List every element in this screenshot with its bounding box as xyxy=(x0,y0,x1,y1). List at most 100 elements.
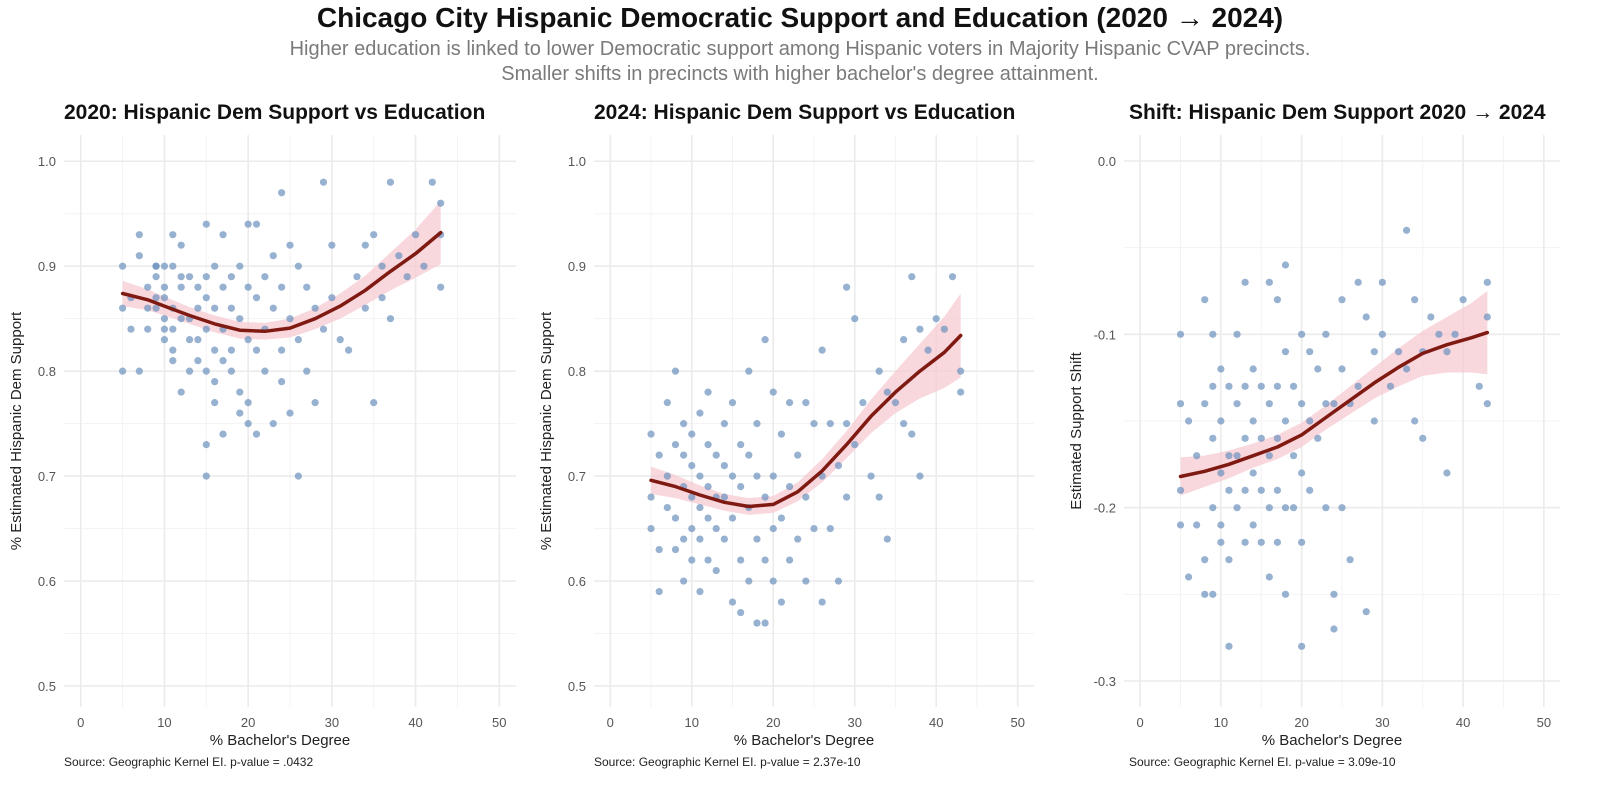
data-point xyxy=(152,273,160,281)
data-point xyxy=(1225,486,1233,494)
y-tick-label: 1.0 xyxy=(38,154,56,169)
data-point xyxy=(244,420,252,428)
data-point xyxy=(1217,365,1225,373)
data-point xyxy=(437,199,445,207)
x-tick-label: 20 xyxy=(241,715,255,730)
data-point xyxy=(720,462,728,470)
data-point xyxy=(1265,278,1273,286)
data-point xyxy=(252,346,261,354)
data-point xyxy=(319,325,328,333)
data-point xyxy=(696,503,704,512)
x-tick-label: 30 xyxy=(1375,715,1389,730)
data-point xyxy=(194,304,202,312)
data-point xyxy=(794,535,802,543)
data-point xyxy=(1394,348,1403,356)
data-point xyxy=(1249,417,1257,425)
data-point xyxy=(152,294,160,302)
confidence-band xyxy=(651,293,961,515)
x-tick-label: 40 xyxy=(1456,715,1470,730)
data-point xyxy=(1378,330,1386,338)
x-tick-label: 10 xyxy=(1214,715,1228,730)
data-point xyxy=(1209,590,1217,598)
data-point xyxy=(1483,313,1491,321)
y-axis-label: % Estimated Hispanic Dem Support xyxy=(538,311,555,550)
data-point xyxy=(152,262,160,270)
data-point xyxy=(1225,452,1233,460)
data-point xyxy=(1209,504,1217,512)
data-point xyxy=(1338,296,1346,304)
data-point xyxy=(1257,538,1265,546)
data-point xyxy=(777,598,786,606)
data-point xyxy=(737,608,745,617)
data-point xyxy=(680,420,688,428)
data-point xyxy=(1306,417,1314,425)
data-point xyxy=(647,493,655,501)
data-point xyxy=(227,304,236,312)
data-point xyxy=(908,273,916,281)
data-point xyxy=(769,577,777,585)
data-point xyxy=(834,462,843,470)
panel-title: Shift: Hispanic Dem Support 2020 → 2024 xyxy=(1129,101,1546,124)
data-point xyxy=(1298,538,1306,546)
data-point xyxy=(211,346,219,354)
data-point xyxy=(900,336,908,344)
data-point xyxy=(428,178,436,186)
data-point xyxy=(227,367,236,375)
data-point xyxy=(118,304,127,312)
data-point xyxy=(1443,469,1451,477)
panel-shift: Shift: Hispanic Dem Support 2020 → 2024 … xyxy=(1060,95,1600,790)
data-point xyxy=(1217,469,1225,477)
data-point xyxy=(647,524,655,533)
data-point xyxy=(671,514,680,522)
data-point xyxy=(1306,348,1314,356)
data-point xyxy=(1209,434,1217,442)
data-point xyxy=(932,315,940,323)
x-tick-label: 0 xyxy=(607,715,614,730)
data-point xyxy=(286,409,294,417)
data-point xyxy=(1249,469,1257,477)
data-point xyxy=(1249,365,1257,373)
data-point xyxy=(403,273,411,281)
data-point xyxy=(1314,434,1322,442)
data-point xyxy=(696,535,704,543)
data-point xyxy=(236,388,244,396)
data-point xyxy=(1362,313,1370,321)
data-point xyxy=(883,388,891,396)
data-point xyxy=(957,388,965,396)
data-point xyxy=(753,535,761,543)
data-point xyxy=(1370,348,1378,356)
data-point xyxy=(1225,382,1233,390)
x-tick-label: 20 xyxy=(766,715,780,730)
data-point xyxy=(680,535,688,543)
data-point xyxy=(916,472,924,480)
data-point xyxy=(227,346,236,354)
x-tick-label: 40 xyxy=(929,715,943,730)
data-point xyxy=(244,399,252,407)
data-point xyxy=(712,524,720,533)
data-point xyxy=(219,231,227,239)
data-point xyxy=(1249,521,1257,529)
data-point xyxy=(745,367,753,375)
y-tick-label: 0.8 xyxy=(568,364,586,379)
data-point xyxy=(202,441,210,449)
data-point xyxy=(785,556,794,564)
data-point xyxy=(177,273,185,281)
data-point xyxy=(818,598,826,606)
data-point xyxy=(1322,330,1330,338)
panel-title: 2024: Hispanic Dem Support vs Education xyxy=(594,101,1016,124)
data-point xyxy=(1201,590,1209,598)
data-point xyxy=(177,283,185,291)
subtitle-line-1: Higher education is linked to lower Demo… xyxy=(289,38,1311,60)
chart-2024-svg: 0 10 20 30 40 50 0.5 0.6 0.7 0.8 0.9 1.0 % Bachelor'… xyxy=(538,135,1034,749)
data-point xyxy=(728,399,737,407)
data-point xyxy=(696,472,704,480)
data-point xyxy=(1370,417,1378,425)
data-point xyxy=(1201,400,1209,408)
y-tick-label: 0.9 xyxy=(38,259,56,274)
data-point xyxy=(1411,417,1419,425)
data-point xyxy=(185,336,194,344)
data-point xyxy=(177,315,185,323)
data-point xyxy=(875,367,883,375)
data-point xyxy=(802,577,810,585)
data-point xyxy=(395,252,403,260)
